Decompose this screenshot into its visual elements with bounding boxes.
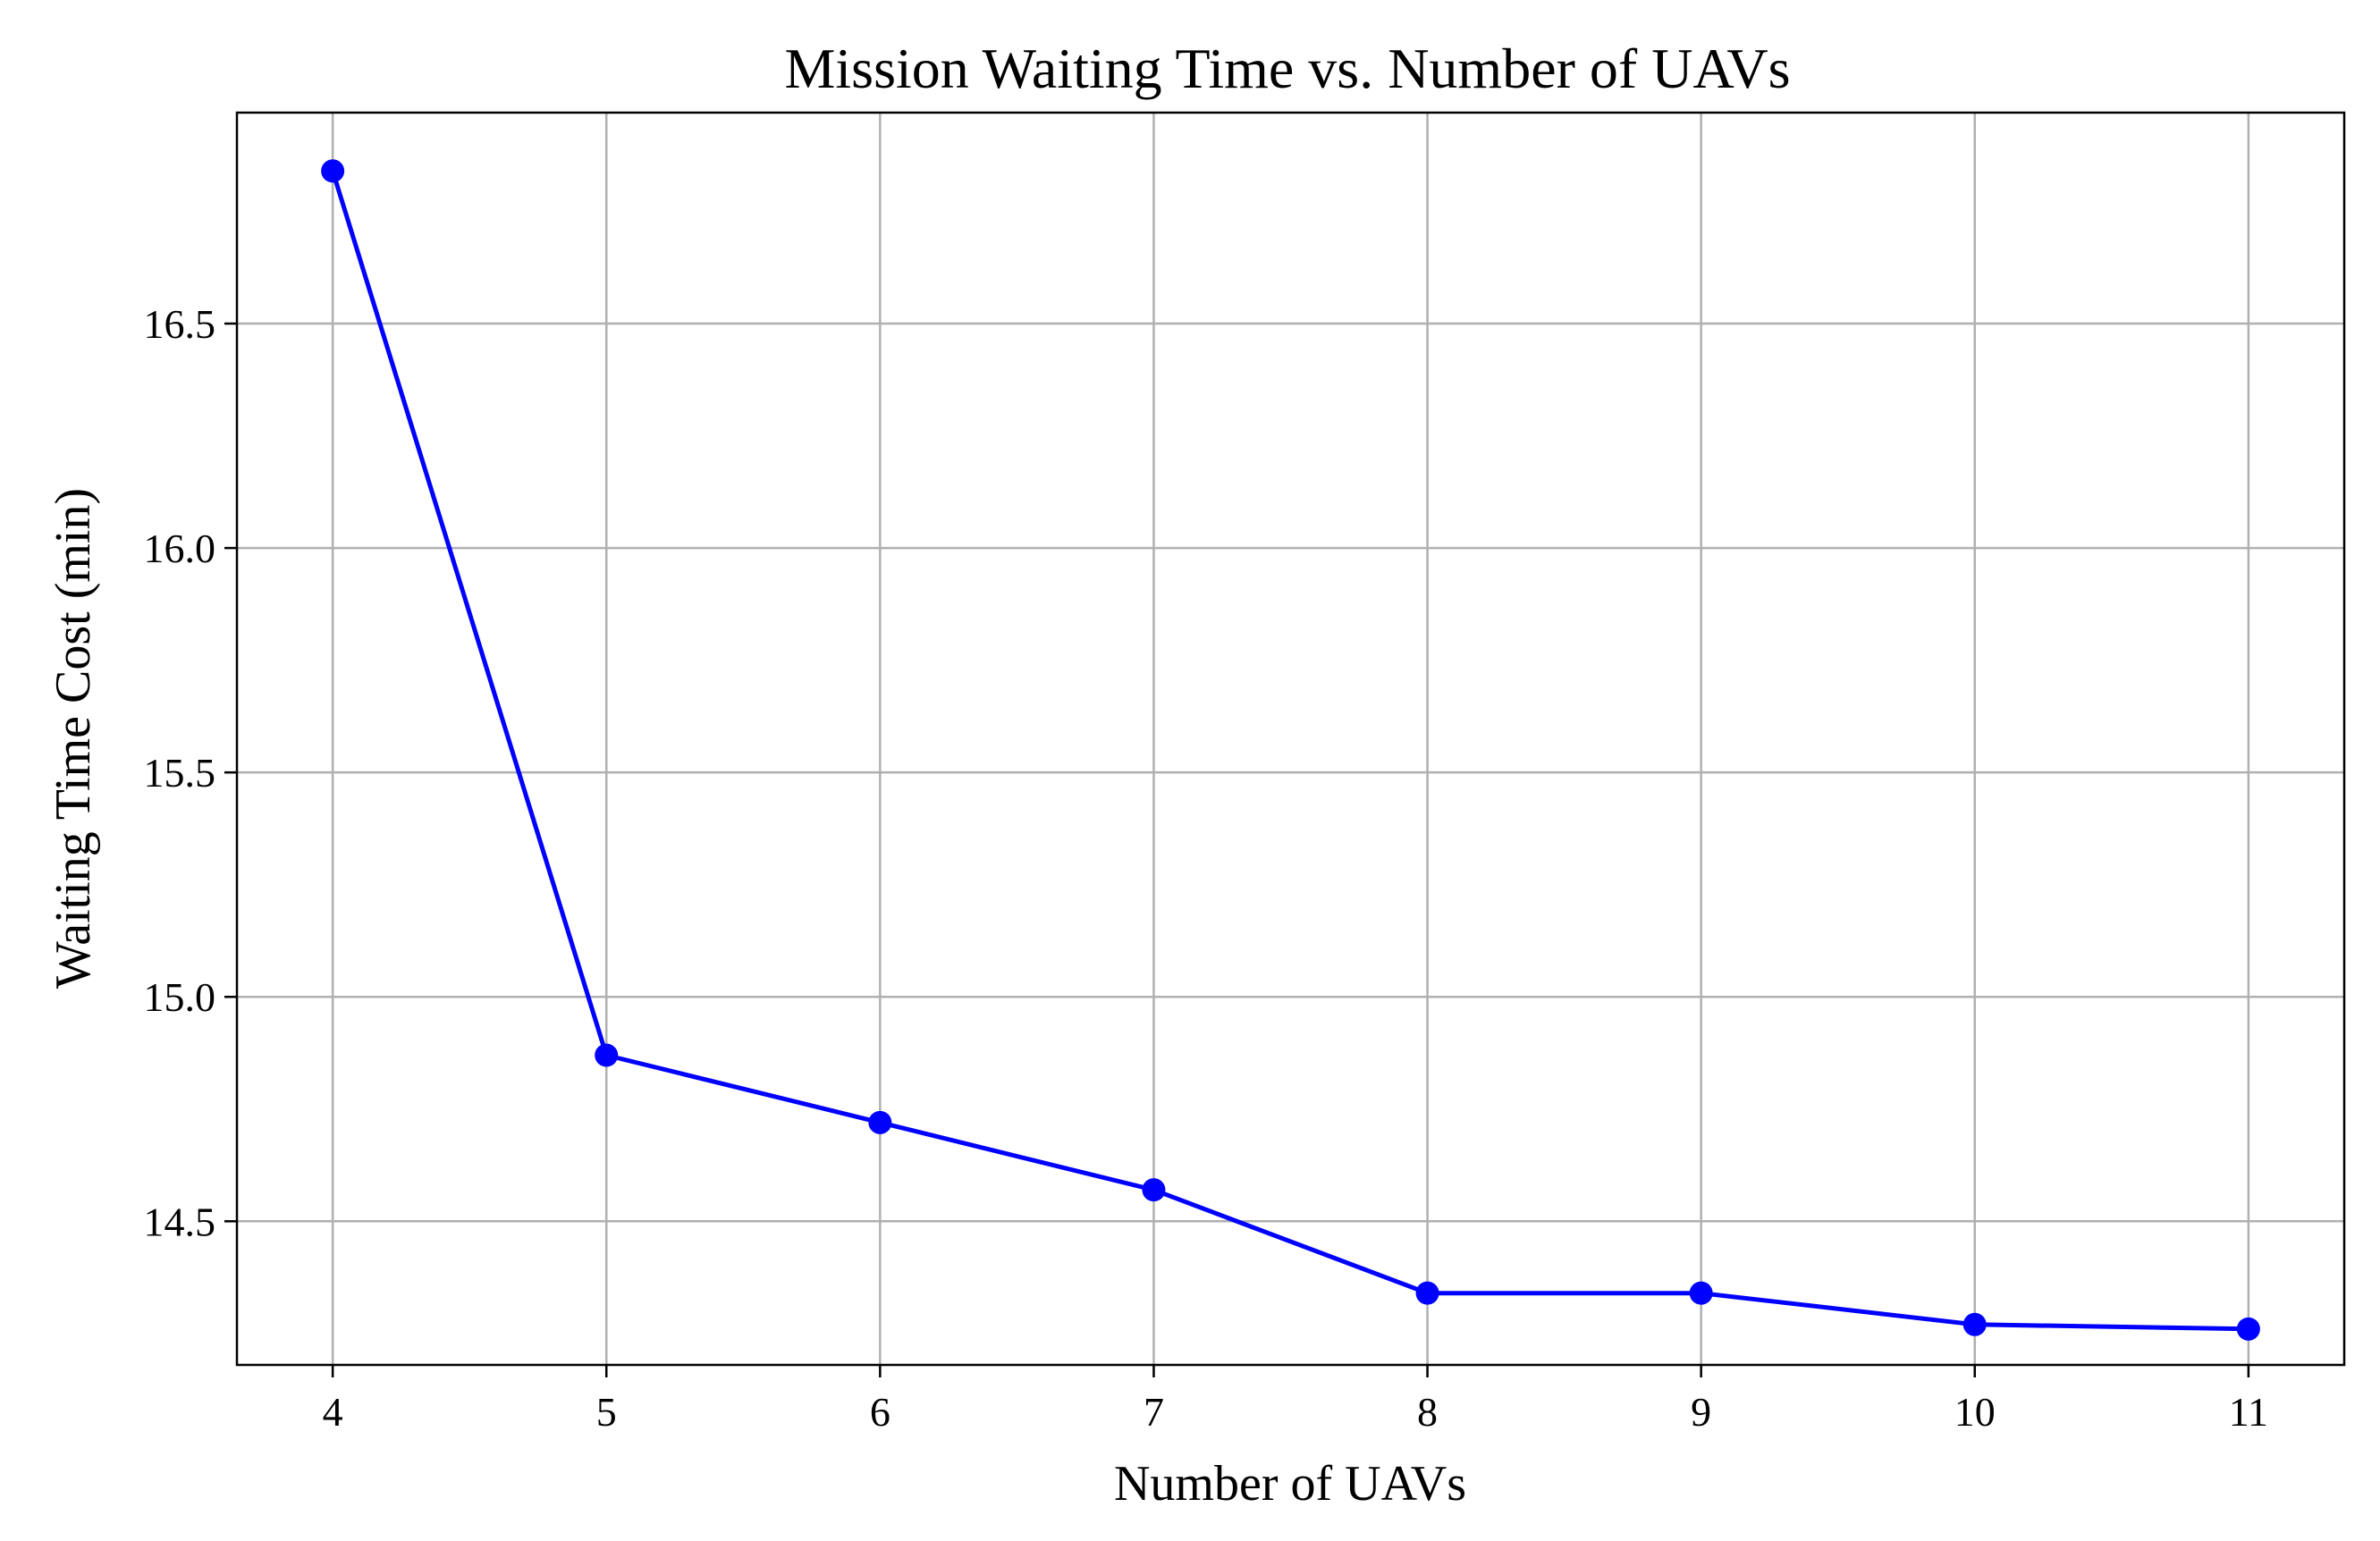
data-point (868, 1110, 892, 1134)
y-tick-label: 15.5 (144, 750, 216, 796)
data-point (1962, 1312, 1987, 1336)
data-point (1689, 1281, 1713, 1305)
x-tick-label: 8 (1417, 1389, 1438, 1435)
plot-frame (235, 111, 2346, 1367)
x-tick-label: 11 (2229, 1389, 2268, 1435)
y-tick-label: 16.0 (144, 526, 216, 571)
series-line (330, 170, 2249, 1332)
y-axis-ticks: 14.5 15.0 15.5 16.0 16.5 (144, 301, 237, 1244)
data-point (321, 159, 345, 183)
y-tick-label: 14.5 (144, 1199, 216, 1244)
grid (237, 113, 2344, 1365)
x-tick-label: 7 (1144, 1389, 1164, 1435)
x-tick-label: 4 (323, 1389, 343, 1435)
x-tick-label: 6 (870, 1389, 890, 1435)
chart-title: Mission Waiting Time vs. Number of UAVs (784, 37, 1790, 100)
data-point (595, 1043, 619, 1067)
x-tick-label: 9 (1691, 1389, 1711, 1435)
x-axis-ticks: 4 5 6 7 8 9 10 11 (323, 1365, 2268, 1435)
x-axis-label: Number of UAVs (1114, 1456, 1466, 1512)
data-point (1142, 1178, 1166, 1202)
y-axis-label: Waiting Time Cost (min) (46, 488, 101, 989)
data-point (1415, 1281, 1439, 1305)
y-tick-label: 16.5 (144, 301, 216, 347)
x-tick-label: 5 (596, 1389, 617, 1435)
data-point (2236, 1317, 2260, 1341)
series-group (321, 159, 2260, 1341)
y-tick-label: 15.0 (144, 974, 216, 1020)
x-tick-label: 10 (1954, 1389, 1996, 1435)
